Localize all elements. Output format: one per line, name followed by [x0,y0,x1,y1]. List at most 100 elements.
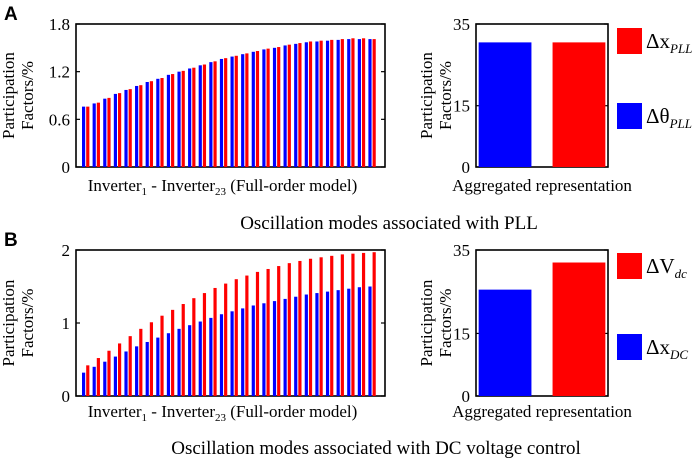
bar-blue-26 [347,39,351,167]
x-label-subscript: 1 [142,186,148,198]
bar-red-22 [308,258,313,396]
y-tick-label: 15 [453,324,470,343]
bar-red-18 [266,48,270,167]
bar-blue-9 [166,333,171,396]
x-axis-label: Inverter1 - Inverter23 (Full-order model… [88,176,358,198]
bar-red-4 [118,343,122,396]
bar-blue-7 [145,341,149,396]
bar-blue-13 [209,317,213,396]
bar-red-24 [330,255,334,396]
bar-red-13 [213,287,217,396]
bar-blue-17 [251,305,255,396]
bar-blue-15 [230,56,234,168]
bar-blue-11 [188,325,192,396]
bar-red-8 [160,315,164,396]
bar-blue-20 [283,45,287,168]
legend-swatch-blue [617,103,642,129]
y-tick-label: 0 [62,158,71,177]
bar-blue-24 [325,291,330,396]
bar-blue-28 [368,39,372,167]
x-label-text: - Inverter [147,176,215,195]
y-tick-label: 1.8 [49,15,70,34]
x-label-text: (Full-order model) [226,402,357,421]
bar-red-2 [96,102,100,167]
legend-subscript: PLL [669,116,692,131]
bar-red-15 [234,279,238,396]
bar-blue-6 [135,346,139,396]
y-axis-label-line2: Factors/% [436,61,455,130]
bar-blue-25 [336,290,340,396]
y-tick-label: 2 [62,241,71,260]
x-label-text: (Full-order model) [226,176,357,195]
bar-red-23 [319,40,323,167]
x-axis-label: Aggregated representation [452,176,632,195]
bar-blue-18 [262,303,266,396]
bar-red-24 [330,39,334,168]
panel-b-letter: B [4,230,18,251]
x-label-subscript: 1 [142,412,148,424]
plot-frame [475,23,609,168]
bar-red-1 [86,365,90,396]
bar-blue-18 [262,49,266,167]
y-tick-label: 1 [62,314,71,333]
x-axis-label: Inverter1 - Inverter23 (Full-order model… [88,402,358,424]
bar-red-7 [149,81,154,167]
bar-blue-13 [209,62,213,168]
bar-blue-16 [241,308,245,396]
bar-red-27 [361,252,366,396]
bar-blue-24 [325,40,330,167]
bar-blue-3 [103,361,107,396]
bar-red-20 [287,44,291,167]
bar-blue-19 [272,47,277,168]
y-axis-label-line2: Factors/% [18,61,37,130]
bar-blue-5 [124,89,128,167]
y-tick-label: 35 [453,15,470,34]
bar-blue-8 [156,337,160,396]
bar-red-19 [277,266,281,396]
bar-blue-15 [230,311,234,396]
y-tick-label: 0.6 [49,110,70,129]
bar-blue-3 [103,98,107,167]
chart-a-full-order: 0 0.6 1.2 1.8 Participation Factors/% Inverter… [0,15,386,198]
bar-red-17 [255,51,260,168]
bar-blue-21 [294,296,298,396]
chart-b-aggregated: 0 15 35 Participation Factors/% Aggregated re… [417,241,632,421]
panel-a-letter: A [4,4,18,25]
legend-swatch-red [617,28,642,54]
bar-blue-12 [198,321,202,396]
bar-red-16 [245,53,249,168]
bar-red-25 [340,39,344,167]
bar-red-23 [319,257,323,396]
y-tick-label: 0 [462,158,471,177]
bar-blue-10 [177,71,181,167]
bar-red-11 [192,67,196,167]
bar-red-10 [181,304,185,396]
bar-blue-27 [357,287,361,396]
legend-swatch-blue [617,334,642,360]
bar-red-3 [107,97,111,167]
legend-subscript: DC [669,347,688,362]
y-axis-label-line1: Participation [417,279,436,366]
bar-blue-8 [156,78,160,167]
bar-red-11 [192,298,196,396]
bar-blue-19 [272,301,277,396]
bar-red-28 [372,252,376,396]
bar-blue-25 [336,39,340,168]
bar-blue-2 [92,103,96,167]
bar-blue-12 [198,65,202,167]
bar-blue-14 [219,314,224,396]
bar-blue-5 [124,351,128,396]
caption-b: Oscillation modes associated with DC vol… [171,438,580,459]
bar-red-26 [351,253,355,396]
y-axis-label-line2: Factors/% [436,289,455,358]
bar-blue-11 [188,68,192,167]
bar-blue-20 [283,298,287,396]
plot-frame [475,249,609,397]
legend-subscript: dc [675,266,688,281]
bar-red-18 [266,268,270,396]
bar-blue-16 [241,54,245,167]
bar-blue-26 [347,288,351,396]
y-tick-label: 35 [453,241,470,260]
bar-blue-4 [113,93,118,167]
